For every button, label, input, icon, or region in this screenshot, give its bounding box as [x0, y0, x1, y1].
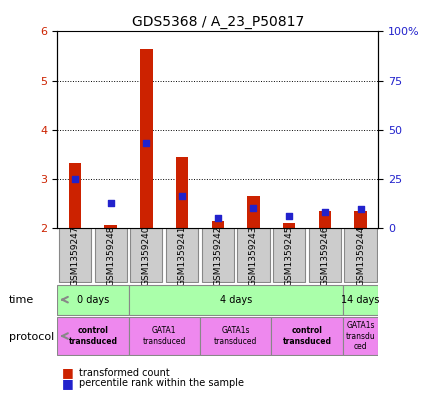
Text: GSM1359245: GSM1359245: [285, 225, 293, 286]
Bar: [283, 223, 295, 228]
FancyBboxPatch shape: [95, 228, 127, 283]
Point: [250, 205, 257, 211]
Bar: [104, 226, 117, 228]
Text: GSM1359246: GSM1359246: [320, 225, 330, 286]
Text: GSM1359242: GSM1359242: [213, 225, 222, 286]
FancyBboxPatch shape: [238, 228, 270, 283]
FancyBboxPatch shape: [128, 317, 200, 355]
FancyBboxPatch shape: [130, 228, 162, 283]
Point: [286, 213, 293, 219]
Text: 0 days: 0 days: [77, 295, 109, 305]
Text: protocol: protocol: [9, 332, 54, 342]
Text: GSM1359244: GSM1359244: [356, 225, 365, 286]
FancyBboxPatch shape: [309, 228, 341, 283]
FancyBboxPatch shape: [57, 285, 128, 315]
Bar: [354, 211, 367, 228]
Point: [179, 193, 186, 199]
Text: control
transduced: control transduced: [68, 326, 117, 346]
Title: GDS5368 / A_23_P50817: GDS5368 / A_23_P50817: [132, 15, 304, 29]
Bar: [247, 196, 260, 228]
FancyBboxPatch shape: [345, 228, 377, 283]
Point: [321, 209, 328, 215]
Bar: [140, 49, 153, 228]
Point: [214, 215, 221, 221]
Text: GATA1s
transdu
ced: GATA1s transdu ced: [346, 321, 375, 351]
Text: GSM1359247: GSM1359247: [70, 225, 80, 286]
Bar: [69, 163, 81, 228]
FancyBboxPatch shape: [273, 228, 305, 283]
FancyBboxPatch shape: [343, 285, 378, 315]
Text: percentile rank within the sample: percentile rank within the sample: [79, 378, 244, 388]
Text: time: time: [9, 295, 34, 305]
Text: GATA1
transduced: GATA1 transduced: [143, 326, 186, 346]
Point: [143, 140, 150, 147]
FancyBboxPatch shape: [128, 285, 343, 315]
Text: 14 days: 14 days: [341, 295, 380, 305]
Text: ■: ■: [62, 376, 73, 390]
Bar: [176, 157, 188, 228]
Point: [107, 200, 114, 207]
Text: ■: ■: [62, 366, 73, 379]
FancyBboxPatch shape: [200, 317, 271, 355]
FancyBboxPatch shape: [166, 228, 198, 283]
Point: [357, 206, 364, 212]
Text: GSM1359243: GSM1359243: [249, 225, 258, 286]
Text: GSM1359240: GSM1359240: [142, 225, 151, 286]
FancyBboxPatch shape: [59, 228, 91, 283]
Point: [72, 176, 79, 182]
FancyBboxPatch shape: [271, 317, 343, 355]
FancyBboxPatch shape: [343, 317, 378, 355]
Text: control
transduced: control transduced: [282, 326, 331, 346]
FancyBboxPatch shape: [57, 317, 128, 355]
Text: GSM1359248: GSM1359248: [106, 225, 115, 286]
Text: GATA1s
transduced: GATA1s transduced: [214, 326, 257, 346]
FancyBboxPatch shape: [202, 228, 234, 283]
Text: transformed count: transformed count: [79, 367, 170, 378]
Bar: [212, 220, 224, 228]
Text: 4 days: 4 days: [220, 295, 252, 305]
Bar: [319, 211, 331, 228]
Text: GSM1359241: GSM1359241: [178, 225, 187, 286]
